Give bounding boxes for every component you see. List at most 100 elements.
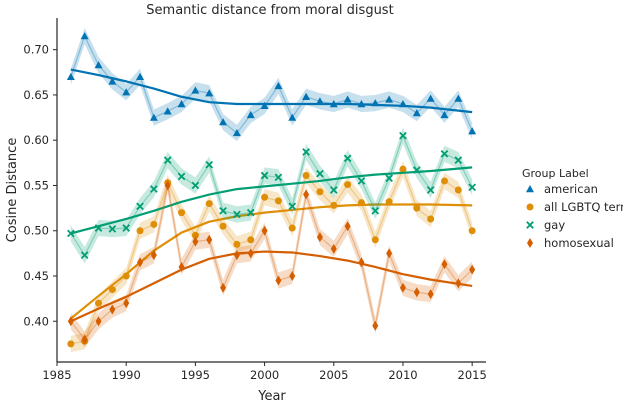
point-american <box>288 113 297 121</box>
legend-label-american: american <box>544 182 598 196</box>
y-axis-label: Cosine Distance <box>5 138 20 243</box>
point-all-lgbtq-terms <box>316 188 324 196</box>
point-gay <box>468 183 476 192</box>
y-tick-label: 0.55 <box>23 178 49 192</box>
point-american <box>385 95 394 103</box>
point-all-lgbtq-terms <box>274 197 282 205</box>
legend-label-all-lgbtq-terms: all LGBTQ terms <box>544 200 623 214</box>
point-all-lgbtq-terms <box>108 286 116 294</box>
point-all-lgbtq-terms <box>233 240 241 248</box>
point-gay <box>260 171 269 180</box>
point-gay <box>191 181 200 190</box>
y-tick-label: 0.50 <box>23 224 49 238</box>
point-american <box>412 109 421 117</box>
chart-title: Semantic distance from moral disgust <box>146 3 393 18</box>
point-homosexual <box>275 275 282 286</box>
point-all-lgbtq-terms <box>427 215 435 223</box>
point-american <box>191 86 200 94</box>
legend-title: Group Label <box>522 167 589 180</box>
point-homosexual <box>303 189 310 200</box>
point-american <box>205 89 214 97</box>
legend-marker-american <box>526 185 534 193</box>
point-american <box>80 32 89 40</box>
legend-marker-all-lgbtq-terms <box>526 203 534 211</box>
band-american <box>70 27 473 142</box>
point-american <box>371 99 380 107</box>
trend-line-all-lgbtq-terms <box>70 203 473 320</box>
legend: Group Label american all LGBTQ terms gay ho… <box>522 167 623 250</box>
point-gay <box>219 206 227 215</box>
point-american <box>94 61 103 69</box>
point-american <box>357 100 366 108</box>
point-gay <box>371 206 380 215</box>
point-gay <box>80 251 89 260</box>
point-homosexual <box>206 234 213 245</box>
point-homosexual <box>192 236 199 247</box>
point-homosexual <box>137 257 144 268</box>
legend-label-homosexual: homosexual <box>544 236 614 250</box>
point-american <box>177 100 186 108</box>
point-american <box>426 94 435 102</box>
point-gay <box>94 224 103 232</box>
x-tick-label: 2015 <box>458 368 487 382</box>
point-all-lgbtq-terms <box>454 186 462 194</box>
point-gay <box>454 156 463 164</box>
y-tick-label: 0.40 <box>23 314 49 328</box>
point-all-lgbtq-terms <box>136 227 144 235</box>
point-homosexual <box>399 282 406 293</box>
point-gay <box>136 202 144 211</box>
point-gay <box>302 148 310 156</box>
point-gay <box>108 225 117 233</box>
trend-line-gay <box>70 166 473 235</box>
point-homosexual <box>344 221 351 232</box>
point-all-lgbtq-terms <box>371 236 379 244</box>
point-american <box>398 100 407 108</box>
x-ticks: 1985 1990 1995 2000 2005 2010 2015 <box>42 362 487 382</box>
x-tick-label: 2010 <box>388 368 417 382</box>
point-all-lgbtq-terms <box>205 200 213 208</box>
point-homosexual <box>233 250 240 261</box>
point-american <box>232 128 241 137</box>
point-gay <box>440 149 449 158</box>
point-all-lgbtq-terms <box>178 209 186 217</box>
point-american <box>136 72 145 81</box>
point-american <box>219 118 228 126</box>
point-gay <box>329 186 338 194</box>
x-tick-label: 1990 <box>112 368 141 382</box>
point-homosexual <box>67 316 74 327</box>
point-homosexual <box>441 259 448 270</box>
point-american <box>260 101 269 110</box>
x-tick-label: 1995 <box>181 368 210 382</box>
x-tick-label: 2000 <box>250 368 279 382</box>
point-all-lgbtq-terms <box>344 181 352 189</box>
point-homosexual <box>386 248 393 259</box>
point-homosexual <box>413 287 420 298</box>
point-homosexual <box>358 257 365 268</box>
point-all-lgbtq-terms <box>302 172 310 180</box>
y-tick-label: 0.45 <box>23 269 49 283</box>
point-gay <box>67 229 75 238</box>
point-homosexual <box>150 250 157 261</box>
legend-marker-gay <box>526 221 534 229</box>
point-american <box>274 81 283 90</box>
point-all-lgbtq-terms <box>288 224 296 232</box>
point-homosexual <box>95 316 102 327</box>
y-tick-label: 0.60 <box>23 133 49 147</box>
point-all-lgbtq-terms <box>440 177 448 185</box>
point-american <box>149 113 158 121</box>
point-homosexual <box>330 243 337 254</box>
point-all-lgbtq-terms <box>413 204 421 212</box>
point-gay <box>163 156 172 164</box>
point-american <box>440 110 449 119</box>
point-all-lgbtq-terms <box>95 299 103 307</box>
point-all-lgbtq-terms <box>399 165 407 173</box>
point-all-lgbtq-terms <box>191 231 199 239</box>
y-ticks: 0.40 0.45 0.50 0.55 0.60 0.65 0.70 <box>23 43 57 328</box>
point-gay <box>412 166 421 174</box>
x-tick-label: 1985 <box>42 368 71 382</box>
point-homosexual <box>123 298 130 309</box>
point-all-lgbtq-terms <box>247 236 255 244</box>
point-all-lgbtq-terms <box>67 340 75 348</box>
point-gay <box>316 169 324 178</box>
